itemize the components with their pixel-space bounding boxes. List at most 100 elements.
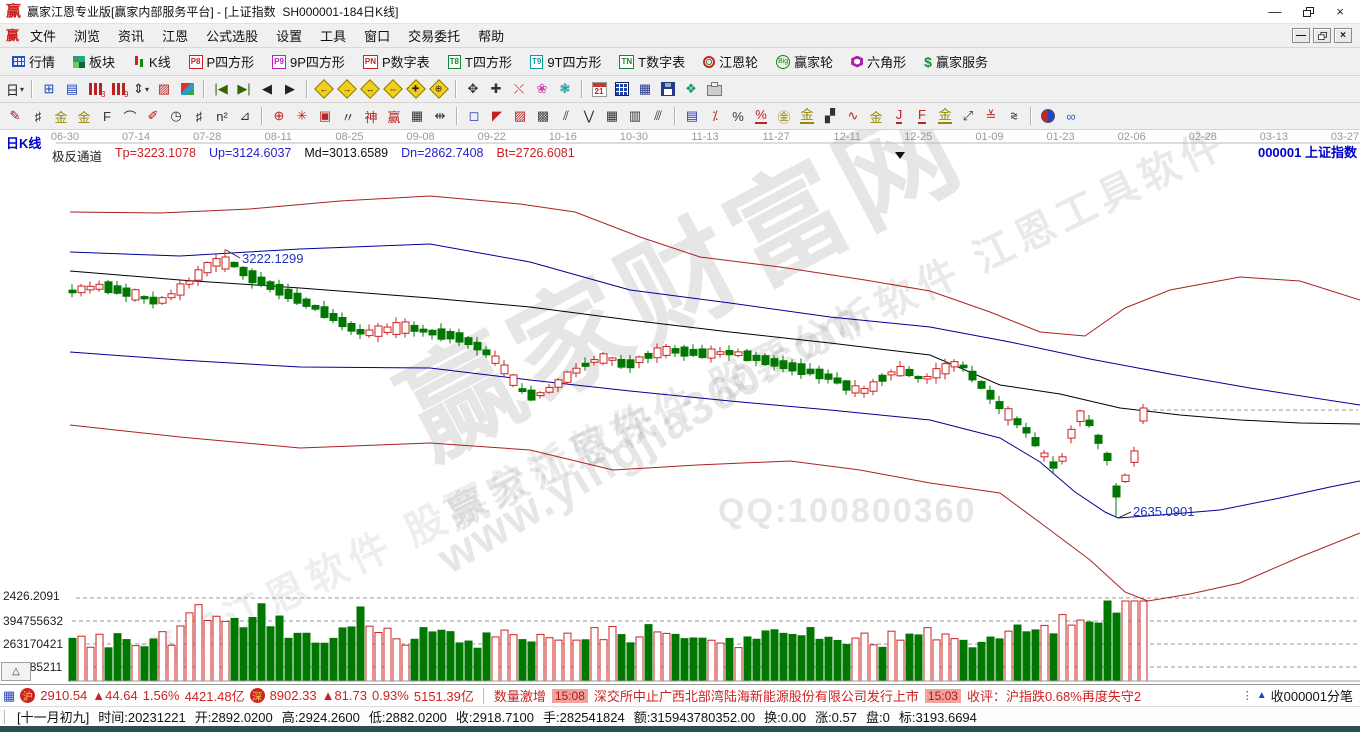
pan-hand-icon[interactable]: ✥ [467,81,479,96]
j-line-icon[interactable]: J [888,105,910,127]
crosshair-icon[interactable]: ✚ [490,81,502,96]
square-of-nine-icon[interactable]: n² [216,108,228,124]
gold-grid2-icon[interactable]: 金 [77,109,91,125]
menu-item-9[interactable]: 帮助 [478,29,505,44]
ticker-text-2[interactable]: 收评：沪指跌0.68%再度失守2 [966,689,1142,704]
color-flag-icon[interactable] [176,78,198,100]
market-grid-icon[interactable]: ▦ [3,687,16,703]
toolbar-button-nine-p-square[interactable]: P9 9P四方形 [264,50,353,73]
dropdown-marker-icon[interactable] [895,152,905,159]
restore-button[interactable] [1303,6,1315,17]
circle-gold-icon[interactable]: ㊎ [777,109,791,125]
save-icon[interactable] [657,78,679,100]
gann-wide-icon[interactable]: ⇔ [382,78,404,100]
mdi-close-button[interactable]: × [1334,28,1352,43]
toolbar-button-gann-wheel[interactable]: 江恩轮 [695,50,766,73]
gann-circle-icon[interactable]: ⊕ [428,78,450,100]
chart-window-icon[interactable]: ⊞ [43,81,55,96]
gold-line-icon[interactable]: 金 [796,105,818,127]
pattern-box-icon[interactable]: ▨ [157,81,171,96]
double-line-icon[interactable]: ⩬ [1010,108,1018,123]
number-grid-icon[interactable]: ▦ [410,108,424,123]
marker-pen-icon[interactable]: ✐ [147,108,159,123]
menu-item-7[interactable]: 窗口 [364,29,391,44]
dark-box-icon[interactable]: ▩ [536,108,550,123]
menu-item-1[interactable]: 浏览 [74,29,101,44]
gold-ray-icon[interactable]: 金 [934,105,956,127]
prev-bar-icon[interactable]: ◀ [262,81,272,96]
price-grid-icon[interactable]: ♯ [195,108,203,124]
scissors-icon[interactable]: ⤬ [513,81,525,96]
yinyang-icon[interactable] [1037,105,1059,127]
arc-tool-icon[interactable]: ⌒ [123,109,137,125]
time-cycle-icon[interactable]: ◷ [170,108,182,123]
percent-icon[interactable]: % [732,108,744,124]
toolbar-button-nine-t-square[interactable]: T9 9T四方形 [522,50,610,73]
toolbar-button-sectors[interactable]: 板块 [65,50,123,73]
hatch-box-icon[interactable]: ▨ [513,108,527,123]
percent-line-icon[interactable]: % [750,105,772,127]
zigzag-icon[interactable]: ⋁ [583,108,595,123]
toolbar-button-winner-wheel[interactable]: Big 赢家轮 [768,50,841,73]
scale-selector-icon[interactable]: ⇕ ▾ [133,81,149,96]
minimize-button[interactable]: — [1268,4,1282,19]
infinity-icon[interactable]: ∞ [1066,108,1076,124]
mdi-minimize-button[interactable]: — [1292,28,1310,43]
toolbar-button-quotes[interactable]: 行情 [4,50,63,73]
toolbar-button-t-number-table[interactable]: TN T数字表 [611,50,693,73]
selection-box-icon[interactable]: ◻ [468,108,480,123]
gann-grid-icon[interactable]: ♯ [34,108,42,124]
gold-grid-icon[interactable]: 金 [54,109,68,125]
toolbar-button-t-square[interactable]: T8 T四方形 [440,50,520,73]
speed-fan-icon[interactable]: ◤ [492,108,502,123]
printer-icon[interactable] [703,78,725,100]
menu-item-0[interactable]: 文件 [30,29,57,44]
menu-item-3[interactable]: 江恩 [162,29,189,44]
next-bar-icon[interactable]: ▶ [285,81,295,96]
volume-scale-button[interactable]: △ [1,662,31,681]
period-selector-icon[interactable]: 日 ▾ [5,82,25,98]
toolbar-button-winner-service[interactable]: $ 赢家服务 [916,50,996,73]
angle-tool-icon[interactable]: ⊿ [239,108,251,123]
menu-item-8[interactable]: 交易委托 [408,29,461,44]
export-icon[interactable]: ❖ [685,81,697,96]
toolbar-button-kline[interactable]: K线 [125,50,179,73]
feed-label[interactable]: 收000001分笔 [1270,689,1353,704]
mdi-restore-button[interactable] [1313,28,1331,43]
boxed-fan-icon[interactable]: ▣ [318,108,332,123]
close-button[interactable]: × [1336,4,1344,19]
first-bar-icon[interactable]: |◀ [214,81,228,96]
gold-angle-icon[interactable]: 金 [869,109,883,125]
ticker-text-0[interactable]: 数量激增 [493,689,546,704]
level-line-icon[interactable]: ≚ [985,108,997,123]
fibonacci-grid-icon[interactable]: F [103,108,111,124]
shen-tool-icon[interactable]: 神 [364,109,378,125]
ink-brush-icon[interactable]: ▞ [825,108,835,123]
menu-item-2[interactable]: 资讯 [118,29,145,44]
menu-item-4[interactable]: 公式选股 [206,29,259,44]
percent-zone-icon[interactable]: ⁒ [712,108,718,123]
menu-item-6[interactable]: 工具 [320,29,347,44]
tick-marks-icon[interactable]: 〃 [341,109,355,125]
quote-sheet-icon[interactable]: ▤ [65,81,79,96]
parallel-lines-icon[interactable]: ⫽ [563,108,569,123]
ying-tool-icon[interactable]: 赢 [387,109,401,125]
gann-right-icon[interactable]: → [336,78,358,100]
gann-left-icon[interactable]: ← [313,78,335,100]
gann-expand-icon[interactable]: ↔ [359,78,381,100]
slash-lines-icon[interactable]: ⫻ [654,108,662,123]
memo-icon[interactable]: ▦ [638,81,652,96]
ticker-scrollbar[interactable]: ⋮ [1241,690,1253,702]
gann-target-icon[interactable]: ⊕ [273,108,285,123]
calculator-icon[interactable] [611,78,633,100]
menu-item-5[interactable]: 设置 [276,29,303,44]
stat-panel-icon[interactable]: ▤ [685,108,699,123]
toolbar-button-p-square[interactable]: P8 P四方形 [181,50,262,73]
brain-teal-icon[interactable]: ❃ [559,81,571,96]
wave-tool-icon[interactable]: ∿ [847,108,859,123]
dense-grid-icon[interactable]: ▦ [605,108,619,123]
three-chart-icon[interactable]: 3 [84,78,106,100]
last-bar-icon[interactable]: ▶| [237,81,251,96]
ray-fan-icon[interactable]: ✳ [296,108,308,123]
